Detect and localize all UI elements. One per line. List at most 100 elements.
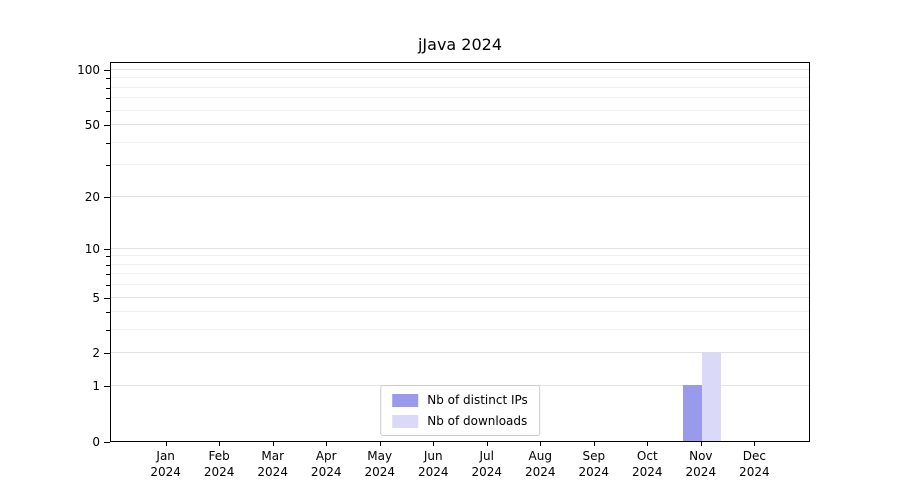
- x-tick-mark-feb: [219, 442, 221, 446]
- minor-gridline-7: [111, 273, 809, 275]
- minor-gridline-60: [111, 109, 809, 111]
- minor-gridline-30: [111, 164, 809, 166]
- y-tick-mark-0: [104, 442, 110, 443]
- x-tick-label-nov: Nov 2024: [686, 448, 717, 480]
- y-minor-tick-mark-8: [106, 264, 110, 266]
- minor-gridline-4: [111, 311, 809, 313]
- y-tick-label-5: 5: [92, 290, 100, 305]
- x-tick-year: 2024: [739, 465, 770, 479]
- major-gridline-50: [111, 124, 809, 126]
- y-tick-mark-2: [104, 353, 110, 355]
- y-tick-mark-20: [104, 196, 110, 198]
- x-tick-year: 2024: [257, 465, 288, 479]
- major-gridline-100: [111, 69, 809, 70]
- minor-gridline-90: [111, 77, 809, 79]
- x-tick-month: Jun: [423, 449, 443, 463]
- y-tick-mark-10: [104, 248, 110, 250]
- x-tick-mark-apr: [326, 442, 328, 446]
- y-tick-label-1: 1: [92, 379, 100, 394]
- chart-title: jJava 2024: [417, 35, 503, 54]
- major-gridline-10: [111, 247, 809, 249]
- y-minor-tick-mark-90: [106, 78, 110, 80]
- x-tick-month: Aug: [528, 449, 552, 463]
- legend-swatch-downloads: [392, 414, 419, 428]
- x-tick-year: 2024: [150, 465, 181, 479]
- x-tick-mark-jan: [165, 442, 167, 446]
- y-tick-mark-100: [104, 70, 110, 71]
- minor-gridline-40: [111, 141, 809, 143]
- y-tick-mark-50: [104, 125, 110, 127]
- minor-gridline-3: [111, 329, 809, 331]
- legend-item-distinct-ips: Nb of distinct IPs: [392, 393, 528, 407]
- x-tick-year: 2024: [417, 465, 449, 479]
- x-tick-year: 2024: [364, 465, 395, 479]
- x-tick-mark-may: [379, 442, 381, 446]
- x-tick-label-apr: Apr 2024: [311, 448, 342, 480]
- x-tick-year: 2024: [310, 465, 342, 479]
- x-tick-year: 2024: [578, 465, 610, 479]
- y-minor-tick-mark-6: [106, 285, 110, 287]
- y-minor-tick-mark-3: [106, 330, 110, 332]
- bar-nb-of-distinct-ips-nov: [683, 385, 702, 441]
- x-tick-label-jun: Jun 2024: [418, 448, 449, 480]
- y-minor-tick-mark-40: [106, 142, 110, 144]
- x-tick-label-sep: Sep 2024: [579, 448, 610, 480]
- x-tick-month: Apr: [315, 449, 337, 463]
- legend-item-downloads: Nb of downloads: [392, 414, 528, 428]
- minor-gridline-8: [111, 263, 809, 265]
- legend-swatch-distinct-ips: [392, 393, 419, 407]
- y-tick-label-50: 50: [84, 118, 100, 133]
- y-minor-tick-mark-70: [106, 98, 110, 100]
- y-tick-mark-1: [104, 386, 110, 388]
- x-tick-year: 2024: [203, 465, 235, 479]
- minor-gridline-9: [111, 255, 809, 257]
- plot-area: Nb of distinct IPs Nb of downloads: [110, 62, 810, 442]
- minor-gridline-80: [111, 86, 809, 88]
- x-tick-month: Jan: [156, 449, 175, 463]
- minor-gridline-70: [111, 97, 809, 99]
- y-tick-label-20: 20: [84, 189, 100, 204]
- major-gridline-20: [111, 195, 809, 197]
- x-tick-month: Feb: [208, 449, 230, 463]
- bar-nb-of-downloads-nov: [701, 352, 721, 441]
- x-tick-label-jan: Jan 2024: [150, 448, 181, 480]
- y-minor-tick-mark-7: [106, 274, 110, 276]
- y-tick-label-0: 0: [92, 435, 100, 449]
- x-tick-label-dec: Dec 2024: [739, 448, 770, 480]
- y-tick-label-100: 100: [77, 63, 100, 77]
- x-tick-label-oct: Oct 2024: [632, 448, 663, 480]
- x-tick-mark-nov: [700, 442, 702, 446]
- major-gridline-2: [111, 352, 809, 354]
- y-minor-tick-mark-30: [106, 165, 110, 167]
- x-tick-mark-sep: [593, 442, 595, 446]
- x-tick-month: Nov: [689, 449, 713, 463]
- x-tick-mark-jun: [433, 442, 435, 446]
- x-tick-month: Sep: [582, 449, 606, 463]
- major-gridline-5: [111, 296, 809, 298]
- legend: Nb of distinct IPs Nb of downloads: [380, 385, 540, 436]
- x-tick-mark-dec: [754, 442, 756, 446]
- y-minor-tick-mark-60: [106, 110, 110, 112]
- x-tick-year: 2024: [471, 465, 503, 479]
- x-tick-year: 2024: [632, 465, 663, 479]
- y-minor-tick-mark-80: [106, 87, 110, 89]
- x-tick-mark-mar: [272, 442, 274, 446]
- x-tick-mark-aug: [540, 442, 542, 446]
- y-minor-tick-mark-9: [106, 256, 110, 258]
- y-tick-label-10: 10: [84, 241, 100, 256]
- x-tick-year: 2024: [524, 465, 556, 479]
- x-tick-month: Mar: [261, 449, 285, 463]
- x-tick-month: Jul: [479, 449, 494, 463]
- x-tick-label-may: May 2024: [364, 448, 395, 480]
- x-tick-month: Oct: [636, 449, 658, 463]
- y-tick-label-2: 2: [92, 346, 100, 361]
- x-tick-label-mar: Mar 2024: [257, 448, 288, 480]
- x-tick-month: Dec: [742, 449, 766, 463]
- x-tick-mark-oct: [647, 442, 649, 446]
- x-tick-label-feb: Feb 2024: [204, 448, 235, 480]
- legend-label-distinct-ips: Nb of distinct IPs: [427, 393, 528, 407]
- x-tick-label-jul: Jul 2024: [471, 448, 502, 480]
- y-tick-mark-5: [104, 297, 110, 299]
- minor-gridline-6: [111, 284, 809, 286]
